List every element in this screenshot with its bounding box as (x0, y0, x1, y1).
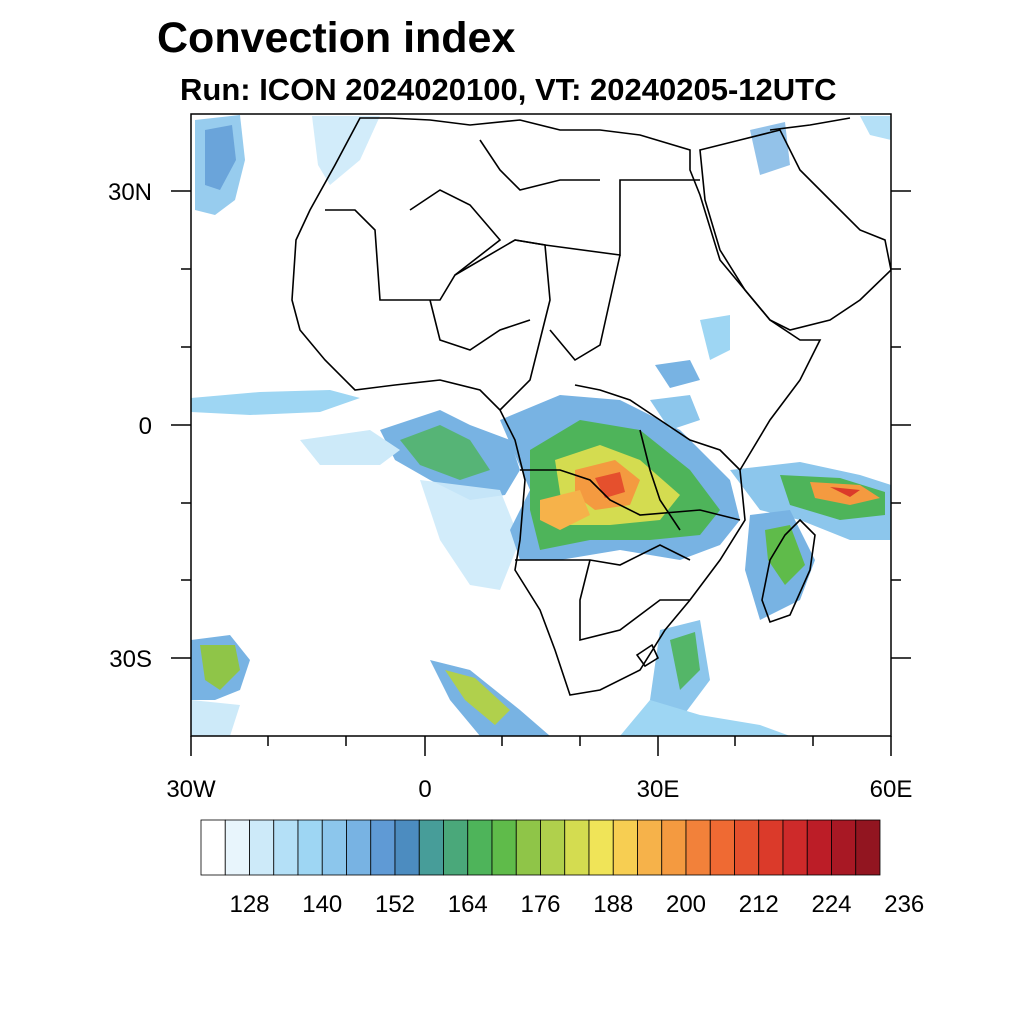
colorbar-swatch (443, 819, 469, 876)
convection-field (191, 115, 891, 736)
colorbar-swatch (346, 819, 372, 876)
colorbar-label: 188 (593, 891, 633, 918)
colorbar-swatch (758, 819, 784, 876)
lat-label-30n: 30N (108, 179, 152, 206)
lon-label-30e: 30E (637, 776, 680, 803)
colorbar-label: 236 (884, 891, 924, 918)
colorbar-swatch (321, 819, 347, 876)
map-title: Convection index (157, 14, 516, 62)
colorbar-swatch (709, 819, 735, 876)
colorbar-swatch (273, 819, 299, 876)
colorbar-label: 212 (739, 891, 779, 918)
colorbar-swatch (491, 819, 517, 876)
map-subtitle: Run: ICON 2024020100, VT: 20240205-12UTC (180, 72, 837, 107)
colorbar-label: 152 (375, 891, 415, 918)
lon-label-0: 0 (418, 776, 431, 803)
colorbar-swatch (224, 819, 250, 876)
colorbar-swatch (540, 819, 566, 876)
country-borders (291, 117, 891, 696)
colorbar-swatch (806, 819, 832, 876)
colorbar-label: 164 (448, 891, 488, 918)
colorbar-swatch (564, 819, 590, 876)
colorbar-label: 224 (811, 891, 851, 918)
lon-label-60e: 60E (870, 776, 913, 803)
colorbar-swatch (855, 819, 881, 876)
colorbar-swatch (831, 819, 857, 876)
colorbar-swatch (612, 819, 638, 876)
lat-label-30s: 30S (109, 646, 152, 673)
colorbar-labels: 128 140 152 164 176 188 200 212 224 236 (229, 891, 924, 918)
colorbar-swatch (394, 819, 420, 876)
axis-ticks (171, 190, 911, 756)
colorbar-swatch (515, 819, 541, 876)
lon-label-30w: 30W (166, 776, 216, 803)
colorbar-swatch (661, 819, 687, 876)
lat-label-0: 0 (139, 413, 152, 440)
colorbar-swatch (297, 819, 323, 876)
colorbar-label: 140 (302, 891, 342, 918)
colorbar-swatch (637, 819, 663, 876)
colorbar-swatch (467, 819, 493, 876)
colorbar-swatch (734, 819, 760, 876)
colorbar-label: 200 (666, 891, 706, 918)
colorbar-swatch (782, 819, 808, 876)
colorbar-swatch (370, 819, 396, 876)
colorbar-label: 176 (520, 891, 560, 918)
colorbar-swatch (200, 819, 226, 876)
colorbar (200, 819, 881, 876)
colorbar-swatch (685, 819, 711, 876)
colorbar-swatch (588, 819, 614, 876)
colorbar-swatch (418, 819, 444, 876)
colorbar-label: 128 (229, 891, 269, 918)
colorbar-swatch (249, 819, 275, 876)
